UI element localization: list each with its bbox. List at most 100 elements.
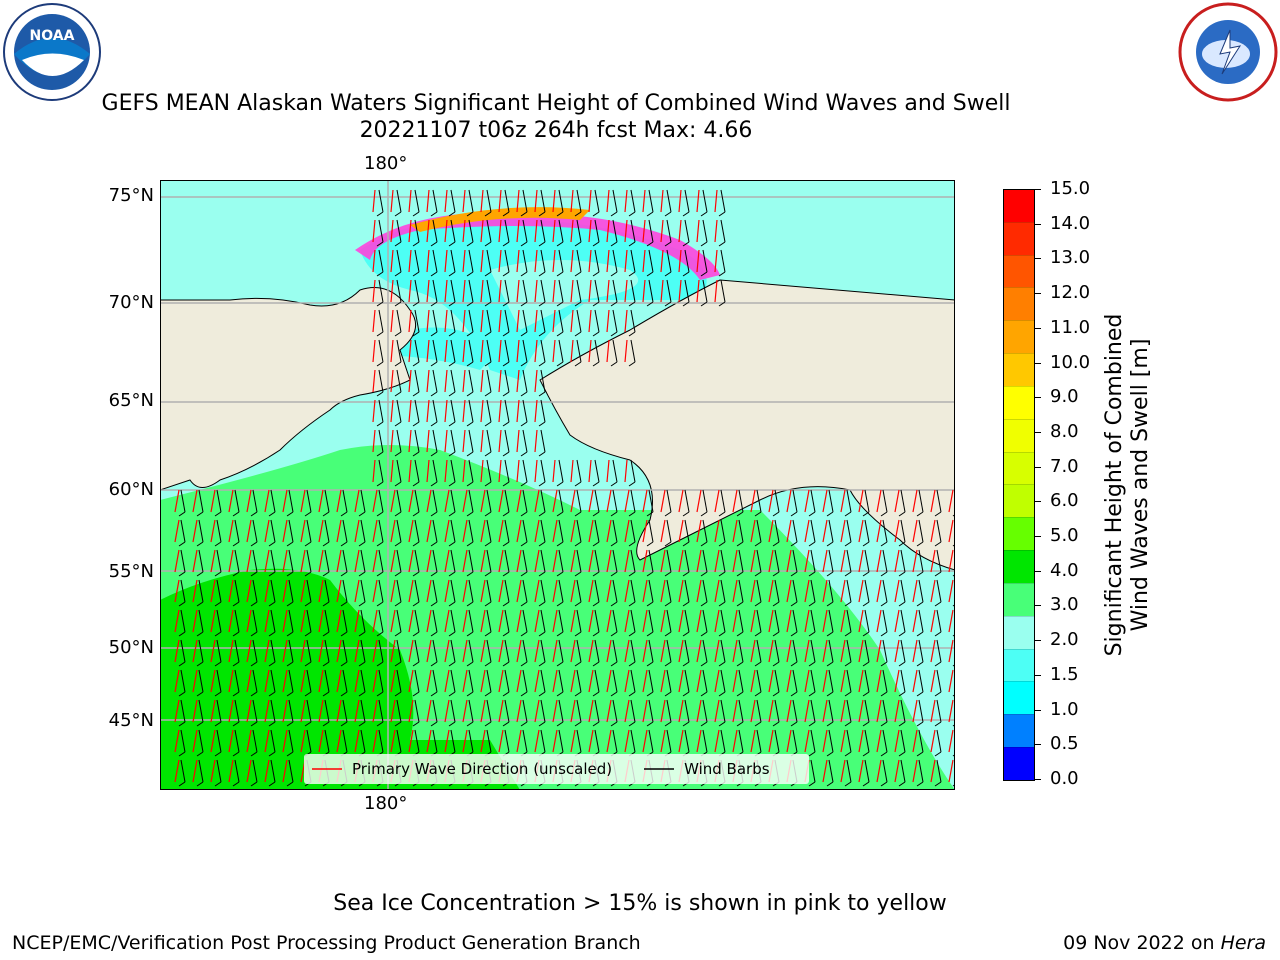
wave-arrow: [408, 249, 412, 273]
wind-barb: [414, 459, 420, 483]
wave-arrow: [714, 669, 720, 693]
wave-arrow: [498, 369, 502, 393]
wind-barb: [756, 669, 762, 693]
wind-barb-flag: [232, 511, 240, 517]
wind-barb: [630, 219, 636, 243]
wind-barb-flag: [250, 661, 258, 667]
wave-arrow: [552, 669, 558, 693]
wave-arrow: [300, 609, 306, 633]
wave-arrow: [822, 669, 828, 693]
wave-arrow: [732, 669, 738, 693]
wave-arrow: [534, 249, 538, 273]
wave-arrow: [588, 459, 592, 483]
wind-barb: [414, 309, 420, 333]
wave-arrow: [534, 549, 540, 573]
wave-arrow: [732, 639, 738, 663]
wind-barb-flag: [682, 301, 690, 307]
colorbar-tick-label: 10.0: [1050, 351, 1091, 373]
wind-barb-flag: [394, 241, 402, 247]
wind-barb-flag: [574, 331, 582, 337]
wave-arrow: [318, 699, 324, 723]
wind-barb-flag: [898, 601, 906, 607]
wind-barb-flag: [394, 691, 402, 697]
wind-barb: [846, 639, 852, 663]
wave-arrow: [534, 609, 540, 633]
wave-arrow: [516, 519, 522, 543]
wind-barb-flag: [574, 541, 582, 547]
wind-barb-flag: [736, 631, 744, 637]
wave-arrow: [606, 609, 612, 633]
wind-barb-flag: [196, 631, 204, 637]
wind-barb-flag: [682, 661, 690, 667]
wind-barb-flag: [898, 571, 906, 577]
wind-barb: [558, 219, 564, 243]
wind-barb-flag: [502, 571, 510, 577]
wave-arrow: [354, 519, 360, 543]
wind-barb-flag: [412, 211, 420, 217]
wind-barb: [738, 609, 744, 633]
wave-arrow: [642, 279, 646, 303]
wave-arrow: [750, 519, 756, 543]
wave-arrow: [588, 339, 592, 363]
wind-barb-flag: [682, 721, 690, 727]
wind-barb: [396, 699, 402, 723]
wave-arrow: [444, 639, 450, 663]
wind-barb-flag: [412, 421, 420, 427]
colorbar-tick-label: 6.0: [1050, 490, 1079, 512]
wind-barb-flag: [448, 661, 456, 667]
wave-arrow: [426, 369, 430, 393]
wave-arrow: [624, 549, 630, 573]
wind-barb-flag: [898, 631, 906, 637]
wind-barb-flag: [322, 691, 330, 697]
colorbar-segment: [1004, 747, 1034, 780]
wind-barb-flag: [718, 571, 726, 577]
wave-arrow: [678, 699, 684, 723]
wave-arrow: [606, 519, 612, 543]
wind-barb-flag: [790, 721, 798, 727]
wind-barb: [558, 249, 564, 273]
wind-barb: [486, 669, 492, 693]
wind-barb: [486, 399, 492, 423]
wind-barb: [738, 549, 744, 573]
wave-arrow: [660, 609, 666, 633]
wave-arrow: [192, 669, 198, 693]
wind-barb: [684, 579, 690, 603]
wind-barb: [630, 609, 636, 633]
wind-barb: [576, 579, 582, 603]
wind-barb-flag: [538, 601, 546, 607]
wind-barb: [738, 639, 744, 663]
wave-arrow: [642, 489, 648, 513]
wave-arrow: [174, 519, 180, 543]
wave-arrow: [498, 489, 504, 513]
wind-barb: [630, 639, 636, 663]
wind-barb-flag: [502, 481, 510, 487]
wave-arrow: [246, 549, 252, 573]
wave-arrow: [390, 729, 396, 753]
chart-subtitle: 20221107 t06z 264h fcst Max: 4.66: [359, 118, 753, 143]
wind-barb-flag: [574, 631, 582, 637]
wind-barb-flag: [394, 391, 402, 397]
wind-barb-flag: [322, 631, 330, 637]
wave-arrow: [444, 279, 448, 303]
wind-barb-flag: [862, 781, 870, 787]
wave-arrow: [426, 219, 430, 243]
wind-barb: [378, 519, 384, 543]
wave-arrow: [480, 699, 486, 723]
wave-arrow: [714, 519, 720, 543]
wave-arrow: [408, 639, 414, 663]
wind-barb: [180, 699, 186, 723]
wind-barb-flag: [394, 511, 402, 517]
wind-barb-flag: [826, 751, 834, 757]
wind-barb-flag: [484, 421, 492, 427]
wind-barb: [468, 219, 474, 243]
wave-arrow: [516, 309, 520, 333]
wave-arrow: [282, 729, 288, 753]
wind-barb-flag: [502, 451, 510, 457]
wind-barb: [540, 519, 546, 543]
wave-arrow: [372, 549, 378, 573]
wave-arrow: [516, 459, 520, 483]
wind-barb: [180, 489, 186, 513]
wind-barb-flag: [502, 691, 510, 697]
wind-barb: [648, 489, 654, 513]
wind-barb-flag: [862, 541, 870, 547]
